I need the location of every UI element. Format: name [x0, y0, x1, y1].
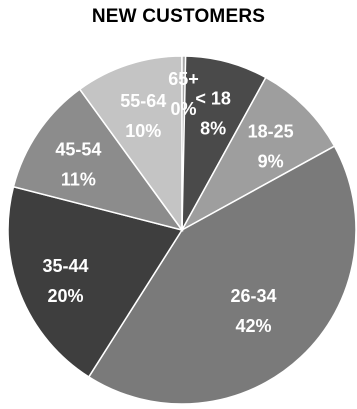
slice-value-label: 42%: [235, 316, 271, 336]
slice-category-label: 35-44: [42, 256, 88, 276]
slice-value-label: 20%: [48, 286, 84, 306]
slice-category-label: 45-54: [55, 140, 101, 160]
slice-category-label: 65+: [168, 69, 199, 89]
slice-category-label: 18-25: [248, 121, 294, 141]
pie-labels: < 18 8% 18-25 9% 26-34 42% 35-44 20% 45-54 11% 55-…: [42, 69, 293, 336]
slice-value-label: 8%: [200, 119, 226, 139]
slice-value-label: 0%: [170, 99, 196, 119]
pie-slices: [7, 55, 357, 405]
chart-title: NEW CUSTOMERS: [91, 6, 266, 27]
slice-value-label: 9%: [258, 151, 284, 171]
pie-slice-55-64: [78, 55, 183, 233]
slice-category-label: 55-64: [120, 91, 166, 111]
slice-value-label: 11%: [61, 170, 96, 190]
pie-slice-18-25: [180, 76, 336, 232]
slice-category-label: 26-34: [230, 286, 276, 306]
slice-value-label: 10%: [125, 121, 161, 141]
pie-slice-65: [181, 55, 187, 231]
pie-slice-26-34: [87, 145, 357, 405]
slice-category-label: < 18: [195, 89, 231, 109]
pie-slice-45-54: [12, 88, 184, 232]
pie-slice-35-44: [7, 185, 184, 378]
